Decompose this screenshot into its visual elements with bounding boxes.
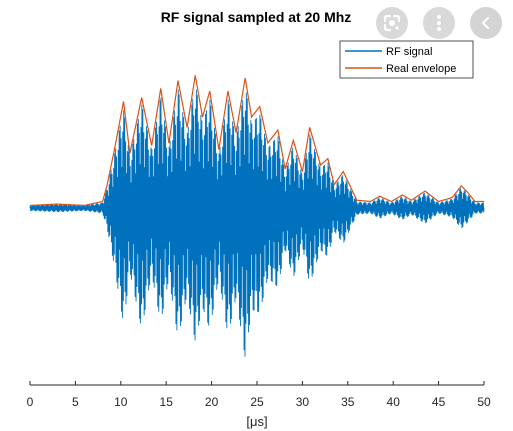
google-lens-button[interactable] <box>376 7 408 39</box>
x-tick-label: 35 <box>341 395 355 409</box>
chart-title: RF signal sampled at 20 Mhz <box>161 9 352 25</box>
x-tick-label: 5 <box>72 395 79 409</box>
x-tick-label: 30 <box>296 395 310 409</box>
legend-box <box>339 40 474 79</box>
legend-label-real-envelope: Real envelope <box>386 63 456 75</box>
x-tick-label: 50 <box>477 395 491 409</box>
x-tick-label: 20 <box>205 395 219 409</box>
more-vertical-icon <box>437 15 441 31</box>
x-tick-label: 0 <box>27 395 34 409</box>
more-options-button[interactable] <box>423 7 455 39</box>
legend-label-rf-signal: RF signal <box>386 46 432 58</box>
x-tick-label: 40 <box>387 395 401 409</box>
x-tick-label: 15 <box>160 395 174 409</box>
series-line-real-envelope <box>29 75 484 207</box>
series-line-rf-signal <box>29 89 485 357</box>
x-axis-ticks: 0 5 10 15 20 25 30 35 40 45 50 <box>27 381 491 409</box>
x-axis-label: [μs] <box>246 414 267 429</box>
legend: RF signal Real envelope <box>339 40 474 79</box>
x-tick-label: 45 <box>432 395 446 409</box>
x-tick-label: 25 <box>250 395 264 409</box>
plot-area <box>29 75 485 357</box>
chevron-left-icon <box>482 17 489 29</box>
x-tick-label: 10 <box>114 395 128 409</box>
back-button[interactable] <box>470 7 502 39</box>
google-lens-icon <box>383 14 401 32</box>
